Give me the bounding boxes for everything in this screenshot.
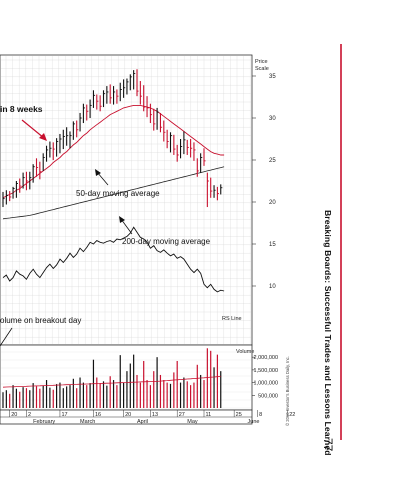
page-number: 77: [321, 438, 335, 452]
price-tick-label: 20: [269, 200, 276, 206]
annotation-arrowhead-ma200: [119, 216, 125, 223]
date-tick-label: 22: [289, 412, 295, 418]
price-tick-label: 35: [269, 74, 276, 80]
annotation-top-left: in 8 weeks: [0, 104, 43, 114]
volume-bars: [2, 348, 222, 408]
volume-moving-average: [2, 376, 221, 388]
annotation-rs-line: RS Line: [222, 316, 242, 322]
volume-tick-label: 1,000,000: [254, 381, 278, 387]
date-tick-label: 16: [95, 412, 101, 418]
price-tick-label: 15: [269, 242, 276, 248]
price-tick-label: 10: [269, 284, 276, 290]
month-label: April: [137, 419, 148, 425]
volume-axis-ticks: 2,000,000 1,500,000 1,000,000 500,000: [252, 355, 278, 399]
price-axis-ticks: 35 30 25 20 15 10: [252, 74, 276, 290]
running-head: Breaking Boards: Successful Trades and L…: [323, 210, 333, 456]
volume-tick-label: 500,000: [258, 393, 278, 399]
copyright-notice: © 2010 Investor's Business Daily, Inc.: [285, 356, 290, 426]
date-tick-label: 27: [179, 412, 185, 418]
rs-line: [2, 226, 225, 293]
month-labels: February March April May June: [33, 419, 259, 425]
date-tick-label: 20: [125, 412, 131, 418]
month-label: June: [248, 419, 260, 425]
price-tick-label: 25: [269, 158, 276, 164]
date-tick-label: 20: [11, 412, 17, 418]
volume-tick-label: 1,500,000: [254, 368, 278, 374]
date-tick-label: 8: [259, 412, 262, 418]
annotation-arrow-ma200: [120, 218, 133, 235]
annotation-ma50: 50-day moving average: [76, 189, 160, 198]
date-tick-label: 13: [152, 412, 158, 418]
date-tick-label: 2: [28, 412, 31, 418]
annotation-ma200: 200-day moving average: [122, 237, 211, 246]
annotation-arrowhead-ma50: [95, 169, 101, 176]
date-tick-label: 11: [206, 412, 212, 418]
volume-axis-title: Volume: [236, 349, 254, 355]
price-scale-title-line1: Price: [255, 59, 268, 65]
price-panel-frame: [0, 54, 253, 346]
month-label: February: [33, 419, 55, 425]
price-bars: [2, 69, 223, 208]
price-tick-label: 30: [269, 116, 276, 122]
month-label: March: [80, 419, 95, 425]
annotation-volume-note: olume on breakout day: [0, 316, 81, 325]
date-tick-label: 25: [236, 412, 242, 418]
price-scale-title-line2: Scale: [255, 66, 269, 72]
date-tick-label: 17: [61, 412, 67, 418]
annotation-arrow-breakout: [21, 119, 45, 139]
month-label: May: [187, 419, 198, 425]
chart-grid: [1, 56, 251, 409]
ma200-line: [2, 166, 225, 220]
date-axis-ticks: 20 2 17 16 20 13 27 11 25 8 22: [9, 410, 295, 418]
annotation-arrow-volume: [0, 327, 13, 347]
annotation-arrowhead-breakout: [39, 133, 47, 141]
volume-tick-label: 2,000,000: [254, 355, 278, 361]
